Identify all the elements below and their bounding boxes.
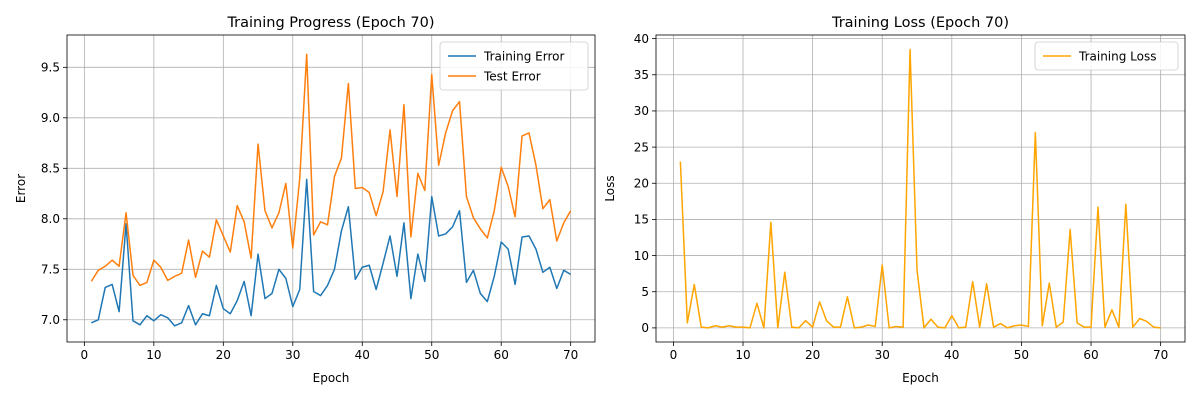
y-axis-label: Loss bbox=[603, 175, 617, 201]
y-tick-label: 7.0 bbox=[41, 313, 60, 327]
x-tick-label: 70 bbox=[1153, 348, 1168, 362]
y-tick-label: 8.5 bbox=[41, 162, 60, 176]
legend-box bbox=[439, 41, 589, 91]
x-tick-label: 10 bbox=[146, 348, 161, 362]
y-tick-label: 0 bbox=[641, 321, 649, 335]
chart-panel-2: 0 10 20 30 40 50 60 70 0 5 10 15 20 25 30 35 40 Training … bbox=[603, 15, 1186, 385]
series-line-1 bbox=[91, 178, 572, 327]
x-tick-label: 0 bbox=[670, 348, 678, 362]
x-tick-label: 40 bbox=[355, 348, 370, 362]
x-tick-label: 10 bbox=[735, 348, 750, 362]
y-tick-label: 20 bbox=[634, 177, 649, 191]
y-tick-label: 40 bbox=[634, 32, 649, 46]
x-tick-label: 40 bbox=[944, 348, 959, 362]
x-tick-label: 30 bbox=[285, 348, 300, 362]
axes-frame bbox=[655, 34, 1186, 343]
legend: Training Loss bbox=[1034, 41, 1179, 71]
series-line-1 bbox=[679, 48, 1161, 329]
y-axis-label: Error bbox=[14, 174, 28, 203]
legend-entry-2: Test Error bbox=[483, 69, 541, 83]
chart-title: Training Loss (Epoch 70) bbox=[831, 15, 1009, 31]
series-line-2 bbox=[90, 53, 572, 287]
legend-entry-1: Training Loss bbox=[1078, 49, 1156, 63]
axes-frame bbox=[66, 34, 596, 343]
chart-title: Training Progress (Epoch 70) bbox=[226, 15, 434, 31]
x-tick-label: 50 bbox=[1014, 348, 1029, 362]
y-tick-label: 15 bbox=[634, 213, 649, 227]
x-tick-label: 20 bbox=[216, 348, 231, 362]
chart-panel-1: 0 10 20 30 40 50 60 70 7.0 7.5 8.0 8.5 9.0 9.5 Trainin… bbox=[14, 15, 596, 385]
y-tick-label: 9.0 bbox=[41, 111, 60, 125]
x-tick-label: 60 bbox=[494, 348, 509, 362]
y-tick-label: 35 bbox=[634, 68, 649, 82]
y-tick-label: 30 bbox=[634, 104, 649, 118]
x-tick-label: 30 bbox=[875, 348, 890, 362]
y-tick-label: 25 bbox=[634, 140, 649, 154]
legend: Training Error Test Error bbox=[439, 41, 589, 91]
x-tick-label: 60 bbox=[1083, 348, 1098, 362]
legend-entry-1: Training Error bbox=[483, 49, 564, 63]
x-tick-label: 70 bbox=[563, 348, 578, 362]
x-tick-label: 50 bbox=[424, 348, 439, 362]
y-tick-label: 10 bbox=[634, 249, 649, 263]
x-tick-label: 20 bbox=[805, 348, 820, 362]
x-axis-label: Epoch bbox=[902, 371, 939, 385]
y-tick-label: 8.0 bbox=[41, 212, 60, 226]
y-tick-label: 9.5 bbox=[41, 61, 60, 75]
x-tick-label: 0 bbox=[81, 348, 89, 362]
y-tick-label: 7.5 bbox=[41, 263, 60, 277]
legend-box bbox=[1034, 41, 1179, 71]
x-axis-label: Epoch bbox=[313, 371, 350, 385]
y-tick-label: 5 bbox=[641, 285, 649, 299]
